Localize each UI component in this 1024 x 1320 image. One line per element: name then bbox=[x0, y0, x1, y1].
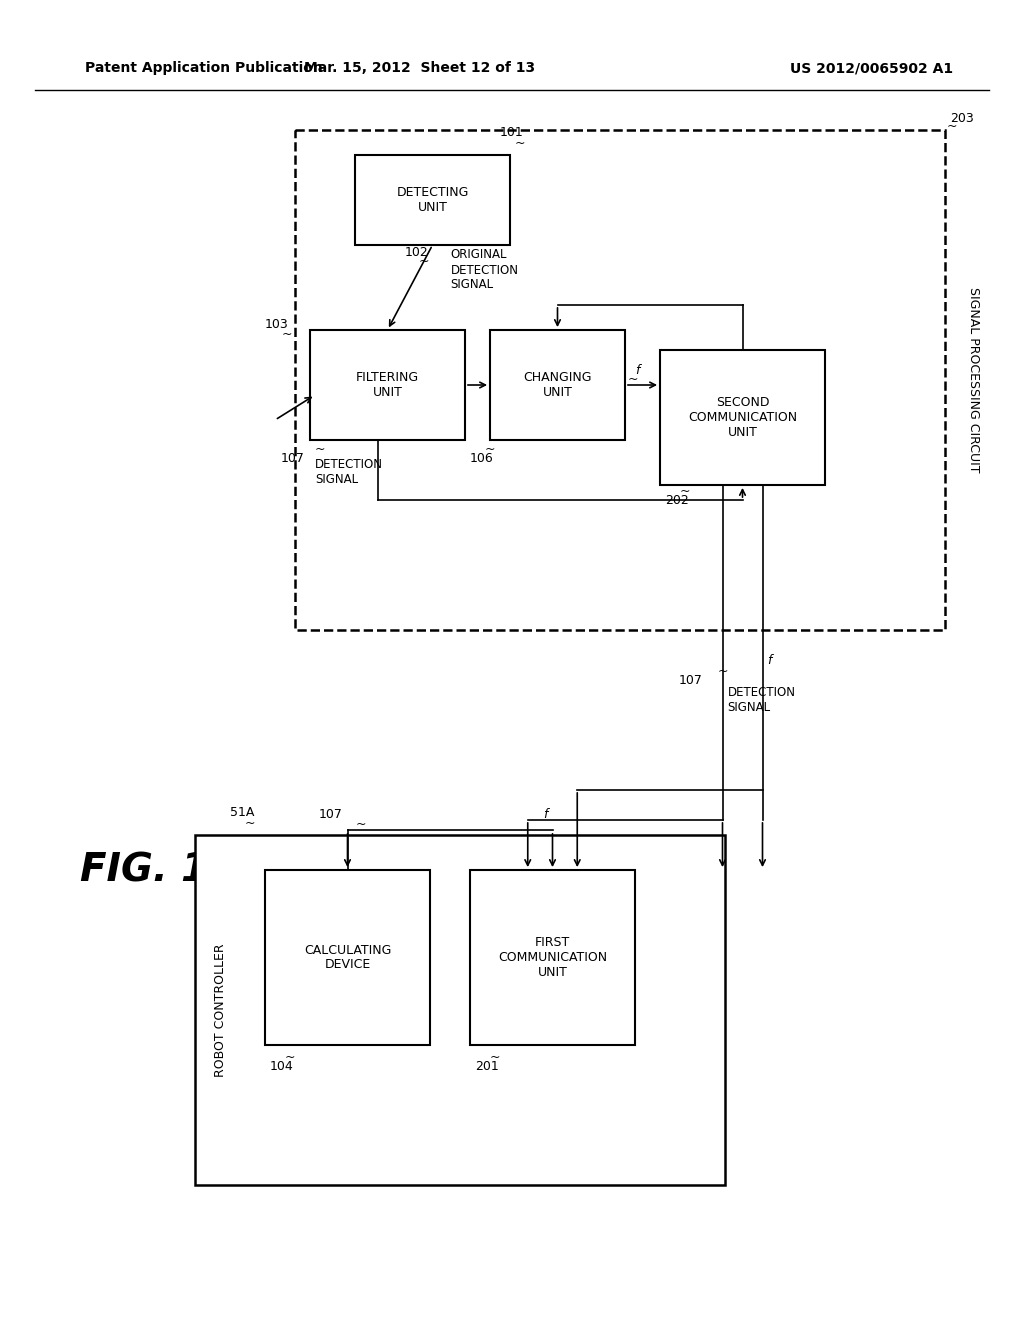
Text: ROBOT CONTROLLER: ROBOT CONTROLLER bbox=[213, 944, 226, 1077]
Bar bbox=[470, 870, 635, 1045]
Text: 101: 101 bbox=[500, 127, 523, 140]
Text: CHANGING
UNIT: CHANGING UNIT bbox=[523, 371, 592, 399]
Text: US 2012/0065902 A1: US 2012/0065902 A1 bbox=[790, 61, 953, 75]
Text: ~: ~ bbox=[282, 327, 293, 341]
Text: 107: 107 bbox=[679, 673, 702, 686]
Text: f: f bbox=[768, 653, 772, 667]
Text: ~: ~ bbox=[680, 484, 690, 498]
Text: Mar. 15, 2012  Sheet 12 of 13: Mar. 15, 2012 Sheet 12 of 13 bbox=[304, 61, 536, 75]
Text: SIGNAL PROCESSING CIRCUIT: SIGNAL PROCESSING CIRCUIT bbox=[967, 288, 980, 473]
Text: ~: ~ bbox=[285, 1051, 296, 1064]
Bar bbox=[660, 350, 825, 484]
Bar bbox=[295, 129, 945, 630]
Text: ~: ~ bbox=[315, 442, 326, 455]
Text: 107: 107 bbox=[282, 451, 305, 465]
Text: ~: ~ bbox=[485, 442, 496, 455]
Text: ~: ~ bbox=[628, 372, 639, 385]
Text: ~: ~ bbox=[515, 136, 525, 149]
Text: FIG. 13: FIG. 13 bbox=[80, 851, 236, 888]
Text: FILTERING
UNIT: FILTERING UNIT bbox=[356, 371, 419, 399]
Text: DETECTION
SIGNAL: DETECTION SIGNAL bbox=[315, 458, 383, 486]
Bar bbox=[490, 330, 625, 440]
Text: ~: ~ bbox=[355, 817, 366, 830]
Text: ~: ~ bbox=[245, 817, 256, 829]
Bar bbox=[265, 870, 430, 1045]
Bar bbox=[310, 330, 465, 440]
Text: DETECTION
SIGNAL: DETECTION SIGNAL bbox=[727, 686, 796, 714]
Text: ~: ~ bbox=[419, 255, 429, 268]
Text: 51A: 51A bbox=[230, 807, 254, 820]
Text: CALCULATING
DEVICE: CALCULATING DEVICE bbox=[304, 944, 391, 972]
Text: 103: 103 bbox=[265, 318, 289, 331]
Text: 201: 201 bbox=[475, 1060, 499, 1073]
Text: 202: 202 bbox=[665, 494, 689, 507]
Bar bbox=[355, 154, 510, 246]
Text: DETECTING
UNIT: DETECTING UNIT bbox=[396, 186, 469, 214]
Text: f: f bbox=[635, 364, 639, 378]
Text: SECOND
COMMUNICATION
UNIT: SECOND COMMUNICATION UNIT bbox=[688, 396, 797, 440]
Text: FIRST
COMMUNICATION
UNIT: FIRST COMMUNICATION UNIT bbox=[498, 936, 607, 979]
Text: ~: ~ bbox=[490, 1051, 501, 1064]
Text: 106: 106 bbox=[470, 451, 494, 465]
Text: Patent Application Publication: Patent Application Publication bbox=[85, 61, 323, 75]
Bar bbox=[195, 836, 725, 1185]
Text: 107: 107 bbox=[318, 808, 342, 821]
Text: ORIGINAL
DETECTION
SIGNAL: ORIGINAL DETECTION SIGNAL bbox=[451, 248, 518, 292]
Text: ~: ~ bbox=[718, 664, 728, 677]
Text: ~: ~ bbox=[947, 120, 957, 132]
Text: f: f bbox=[543, 808, 548, 821]
Text: 104: 104 bbox=[270, 1060, 294, 1073]
Text: 203: 203 bbox=[950, 111, 974, 124]
Text: 102: 102 bbox=[404, 247, 428, 260]
